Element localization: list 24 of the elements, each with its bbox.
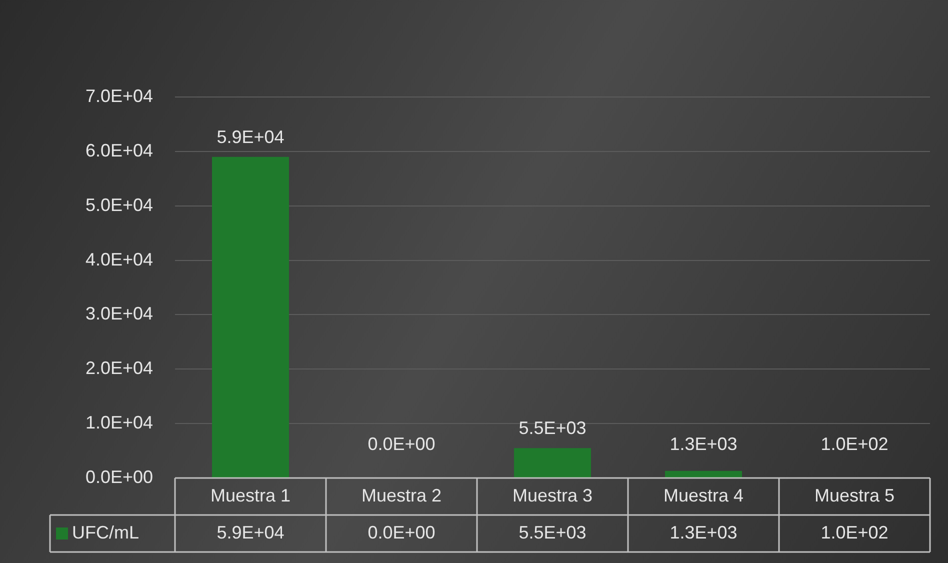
text: 0.0E+00 <box>368 434 436 454</box>
y-tick-label: 2.0E+04 <box>85 358 153 378</box>
y-tick-label: 5.0E+04 <box>85 194 153 215</box>
data-label: 5.5E+03 <box>518 522 586 542</box>
text: 5.9E+04 <box>216 126 284 147</box>
x-tick-label: Muestra 4 <box>663 485 744 506</box>
x-tick-label: Muestra 5 <box>814 485 895 506</box>
y-tick-label: 3.0E+04 <box>85 304 153 324</box>
x-tick-label: Muestra 2 <box>361 485 442 506</box>
y-tick-label: 4.0E+04 <box>85 249 153 270</box>
legend-label: UFC/mL <box>72 522 139 542</box>
data-label: 0.0E+00 <box>368 522 436 542</box>
text: 1.0E+02 <box>820 434 888 454</box>
text: 1.3E+03 <box>670 434 738 454</box>
y-tick-label: 6.0E+04 <box>85 140 153 160</box>
y-tick-label: 0.0E+00 <box>85 466 153 487</box>
text: 5.5E+03 <box>518 418 586 438</box>
data-label: 5.9E+04 <box>216 522 284 542</box>
x-tick-label: Muestra 1 <box>210 485 291 506</box>
y-tick-label: 7.0E+04 <box>85 86 153 106</box>
data-label: 1.0E+02 <box>820 522 888 542</box>
x-tick-label: Muestra 3 <box>512 485 593 506</box>
y-tick-label: 1.0E+04 <box>85 412 153 433</box>
data-label: 1.3E+03 <box>670 522 738 542</box>
